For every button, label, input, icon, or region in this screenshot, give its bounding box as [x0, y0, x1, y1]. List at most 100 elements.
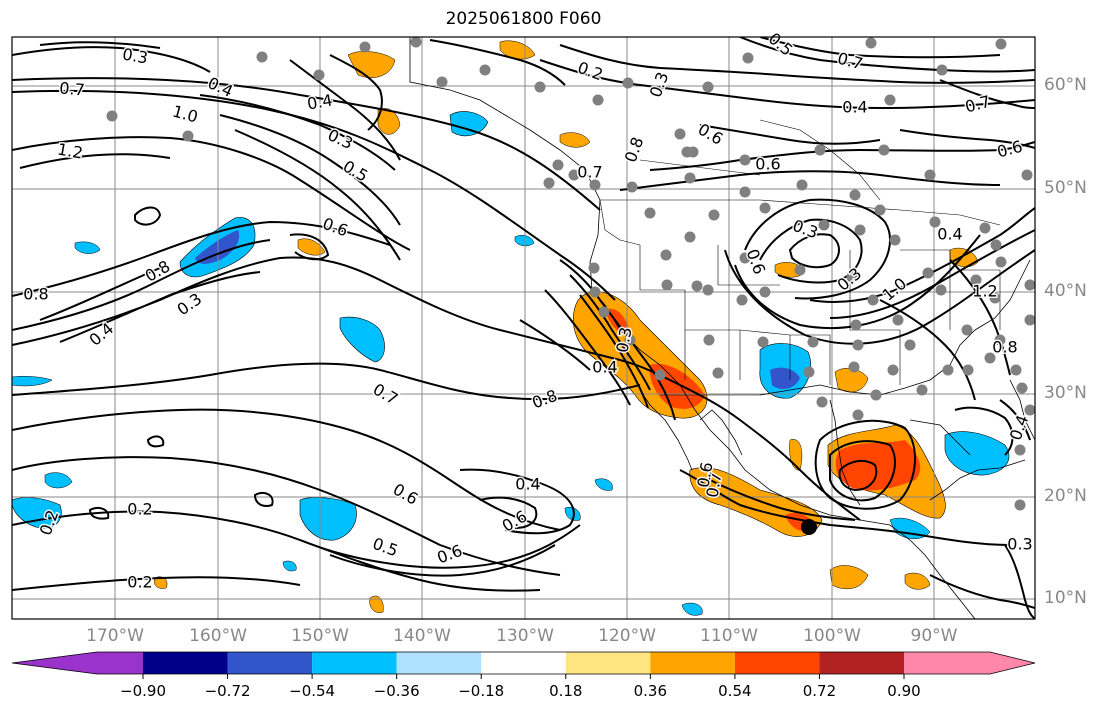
latitude-label: 10°N: [1044, 588, 1087, 608]
contour-label: 0.3: [834, 264, 866, 295]
contour-label: 0.8: [142, 257, 174, 286]
negative-area: [681, 602, 703, 616]
contour-label: 0.6: [390, 480, 422, 509]
contour-label: 0.5: [370, 534, 400, 561]
colorbar-tick-label: 0.90: [887, 682, 921, 700]
longitude-label: 160°W: [189, 626, 247, 646]
contour-label: 0.7: [702, 471, 725, 499]
contour-label: 0.4: [842, 98, 867, 117]
positive-area: [347, 51, 396, 78]
colorbar-segment: [904, 652, 990, 674]
colorbar-segment: [143, 652, 228, 674]
contour-label: 0.3: [1007, 535, 1032, 554]
longitude-label: 150°W: [291, 626, 349, 646]
colorbar-tick-label: 0.54: [718, 682, 752, 700]
contour-label: 0.8: [992, 338, 1017, 357]
colorbar-extend-min: [12, 652, 97, 674]
strong-positive-area: [835, 440, 921, 491]
colorbar-segment: [227, 652, 313, 674]
negative-area: [74, 241, 101, 254]
colorbar-tick-label: −0.36: [373, 682, 420, 700]
latitude-label: 20°N: [1044, 486, 1087, 506]
contour-label: 0.7: [836, 49, 866, 74]
contour-label: 0.2: [127, 500, 152, 519]
colorbar-tick-label: −0.90: [120, 682, 166, 700]
negative-area: [339, 316, 385, 363]
colorbar-tick-label: −0.72: [204, 682, 251, 700]
longitude-label: 110°W: [700, 626, 758, 646]
colorbar-extend-max: [990, 652, 1035, 674]
negative-area: [299, 497, 357, 541]
positive-area: [904, 572, 931, 590]
lat-lon-grid: [12, 37, 1035, 619]
contour-label: 0.8: [529, 386, 559, 413]
contour-label: 0.7: [577, 163, 602, 182]
contour-label: 0.5: [340, 157, 372, 186]
longitude-label: 120°W: [598, 626, 656, 646]
positive-area: [499, 40, 536, 60]
colorbar-segment: [734, 652, 820, 674]
map-title: 2025061800 F060: [445, 9, 602, 29]
longitude-label: 170°W: [86, 626, 144, 646]
colorbar-segment: [650, 652, 735, 674]
colorbar-tick-label: −0.18: [458, 682, 505, 700]
contour-label: 0.8: [23, 285, 48, 304]
negative-area: [44, 472, 73, 489]
positive-area: [559, 132, 591, 148]
positive-area: [297, 238, 326, 256]
station-markers: [106, 37, 1035, 511]
coastlines: [409, 37, 1035, 619]
colorbar-segment: [565, 652, 651, 674]
negative-area: [12, 375, 53, 387]
latitude-label: 50°N: [1044, 178, 1087, 198]
latitude-label: 60°N: [1044, 75, 1087, 95]
plot-frame: [11, 36, 1036, 620]
negative-area: [889, 517, 931, 539]
contour-label: 0.4: [86, 319, 118, 350]
contour-label: 0.7: [59, 78, 86, 99]
colorbar: [11, 651, 1036, 679]
colorbar-tick-label: 0.72: [802, 682, 837, 700]
contour-label: 1.2: [972, 282, 997, 301]
contour-label: 0.3: [646, 69, 673, 99]
contour-label: 0.4: [937, 225, 962, 244]
strong-negative-area: [195, 230, 240, 264]
latitude-label: 30°N: [1044, 383, 1087, 403]
contour-label: 0.4: [592, 358, 617, 377]
negative-area: [944, 431, 1010, 476]
contour-label: 0.2: [575, 58, 605, 85]
positive-area: [154, 576, 168, 589]
longitude-label: 90°W: [910, 626, 958, 646]
contour-label: 0.6: [695, 120, 727, 149]
strong-negative-area: [770, 367, 800, 390]
contour-label: 0.4: [515, 475, 540, 494]
positive-area: [369, 595, 384, 613]
contour-label: 0.3: [121, 44, 149, 67]
latitude-label: 40°N: [1044, 281, 1087, 301]
colorbar-segment: [819, 652, 904, 674]
colorbar-segment: [481, 652, 566, 674]
contour-label: 0.3: [174, 289, 206, 319]
contour-label: 1.0: [171, 102, 201, 127]
colorbar-tick-label: −0.54: [289, 682, 336, 700]
negative-area: [12, 497, 62, 529]
longitude-label: 100°W: [803, 626, 861, 646]
colorbar-outline: [11, 651, 1036, 675]
colorbar-segment: [97, 652, 143, 674]
longitude-label: 130°W: [496, 626, 554, 646]
longitude-label: 140°W: [393, 626, 451, 646]
city-marker: [801, 519, 817, 535]
contour-label: 0.7: [370, 380, 402, 409]
contour-label: 0.2: [127, 573, 152, 592]
negative-area: [594, 478, 613, 491]
contour-label: 0.7: [963, 92, 993, 117]
contour-label: 0.4: [306, 90, 334, 113]
negative-area: [449, 111, 489, 137]
negative-area: [282, 560, 297, 572]
colorbar-tick-label: 0.36: [633, 682, 668, 700]
colorbar-segment: [396, 652, 482, 674]
contour-label: 0.6: [320, 214, 350, 241]
colorbar-segment: [312, 652, 397, 674]
contour-label: 0.6: [755, 155, 780, 174]
